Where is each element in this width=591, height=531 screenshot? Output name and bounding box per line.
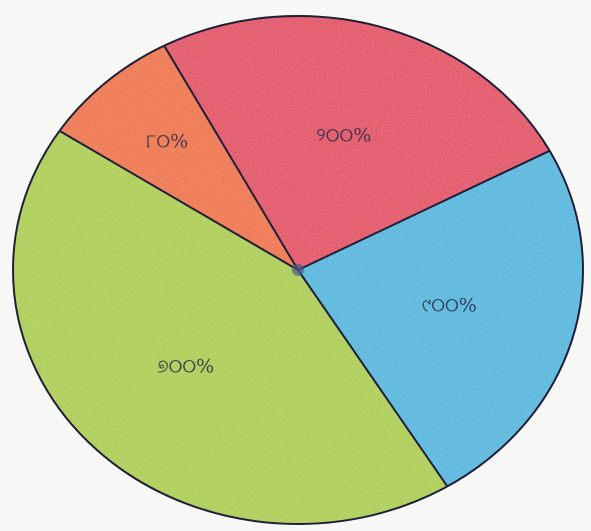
pie-outline — [12, 15, 584, 525]
slice-label-3: ୮୦% — [146, 131, 188, 153]
pie-center-dot — [292, 264, 304, 276]
slice-divider-0 — [163, 45, 299, 271]
slice-label-2: ୭୦୦% — [157, 355, 214, 377]
pie-slice-1 — [298, 150, 583, 487]
slice-label-1: ୯୦୦% — [422, 295, 477, 317]
pie-slice-2 — [13, 130, 448, 524]
slice-divider-3 — [58, 130, 299, 271]
slice-label-0: ୨୦୦% — [316, 124, 371, 146]
slice-divider-1 — [297, 149, 551, 271]
slice-divider-2 — [297, 269, 449, 487]
pie-slice-3 — [59, 45, 298, 271]
